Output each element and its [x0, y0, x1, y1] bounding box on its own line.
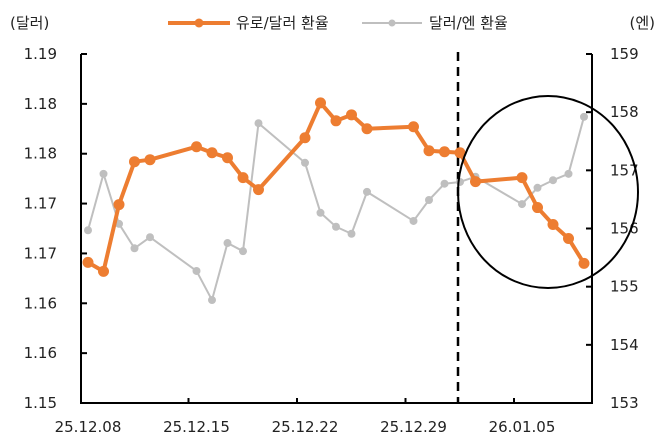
data-point-marker [98, 265, 109, 277]
right-axis-unit: (엔) [629, 14, 655, 32]
right-tick-label: 157 [610, 161, 639, 179]
legend: 유로/달러 환율 달러/엔 환율 [168, 14, 508, 32]
data-point-marker [347, 229, 356, 238]
data-point-marker [316, 208, 325, 217]
data-point-marker [330, 115, 342, 127]
legend-item-usd-jpy: 달러/엔 환율 [362, 14, 508, 32]
data-point-marker [440, 179, 449, 188]
data-point-marker [423, 145, 435, 157]
right-tick-label: 158 [610, 103, 639, 121]
data-point-marker [425, 195, 433, 204]
left-tick-label: 1.15 [24, 394, 57, 412]
data-point-marker [315, 97, 326, 109]
data-point-marker [84, 226, 92, 235]
right-axis-ticks: 153 154 155 156 157 158 159 [586, 45, 639, 412]
data-point-marker [222, 152, 233, 164]
series-usd-jpy [84, 112, 588, 305]
x-tick-label: 25.12.15 [163, 418, 230, 436]
data-point-marker [130, 244, 139, 253]
legend-usd-jpy-marker-icon [388, 19, 396, 27]
legend-item-euro-usd: 유로/달러 환율 [168, 14, 329, 32]
data-point-marker [144, 154, 156, 166]
data-point-marker [299, 132, 311, 144]
left-tick-label: 1.17 [24, 195, 57, 213]
left-tick-label: 1.18 [24, 95, 57, 113]
right-tick-label: 153 [610, 394, 639, 412]
data-point-marker [549, 176, 557, 185]
x-tick-label: 25.12.22 [272, 418, 339, 436]
left-tick-label: 1.16 [24, 294, 57, 312]
legend-euro-usd-marker-icon [194, 18, 204, 28]
data-point-marker [191, 141, 202, 153]
legend-usd-jpy-label: 달러/엔 환율 [429, 14, 508, 32]
data-point-marker [408, 121, 419, 133]
data-point-marker [239, 247, 247, 256]
left-tick-label: 1.18 [24, 145, 57, 163]
data-point-marker [363, 187, 371, 196]
data-point-marker [113, 199, 125, 211]
data-point-marker [516, 172, 528, 184]
data-point-marker [129, 156, 140, 168]
data-point-marker [580, 112, 588, 121]
right-tick-label: 154 [610, 336, 639, 354]
data-point-marker [99, 169, 108, 178]
data-point-marker [456, 177, 464, 186]
data-point-marker [547, 219, 559, 231]
data-point-marker [532, 202, 543, 214]
data-point-marker [223, 239, 232, 248]
data-point-marker [454, 147, 466, 159]
left-axis-ticks: 1.15 1.16 1.16 1.17 1.17 1.18 1.18 1.19 [24, 45, 87, 412]
legend-euro-usd-label: 유로/달러 환율 [236, 14, 329, 32]
data-point-marker [206, 147, 218, 159]
data-point-marker [564, 169, 573, 178]
data-point-marker [578, 257, 590, 269]
data-point-marker [301, 158, 309, 167]
x-tick-label: 26.01.05 [489, 418, 556, 436]
data-point-marker [237, 172, 249, 184]
right-tick-label: 155 [610, 278, 639, 296]
data-point-marker [254, 119, 263, 128]
left-tick-label: 1.17 [24, 244, 57, 262]
data-point-marker [253, 184, 264, 196]
data-point-marker [146, 233, 154, 242]
series-line [87, 115, 585, 302]
right-tick-label: 159 [610, 45, 639, 63]
data-point-marker [192, 266, 201, 275]
left-tick-label: 1.19 [24, 45, 57, 63]
series-euro-usd [82, 97, 590, 277]
highlight-layer [457, 95, 639, 289]
data-point-marker [409, 216, 418, 225]
x-axis-ticks: 25.12.08 25.12.15 25.12.22 25.12.29 26.01.05 [55, 398, 556, 436]
data-point-marker [208, 296, 216, 305]
right-tick-label: 156 [610, 220, 639, 238]
left-axis-unit: (달러) [10, 14, 49, 32]
data-point-marker [533, 183, 542, 192]
data-point-marker [563, 232, 574, 244]
data-point-marker [346, 109, 357, 121]
x-tick-label: 25.12.29 [380, 418, 447, 436]
data-point-marker [82, 256, 94, 268]
data-point-marker [470, 176, 481, 188]
data-point-marker [518, 200, 526, 209]
data-point-marker [332, 222, 340, 231]
x-tick-label: 25.12.08 [55, 418, 122, 436]
left-tick-label: 1.16 [24, 344, 57, 362]
data-point-marker [361, 123, 373, 135]
data-point-marker [439, 146, 450, 158]
highlight-ellipse [457, 95, 639, 289]
